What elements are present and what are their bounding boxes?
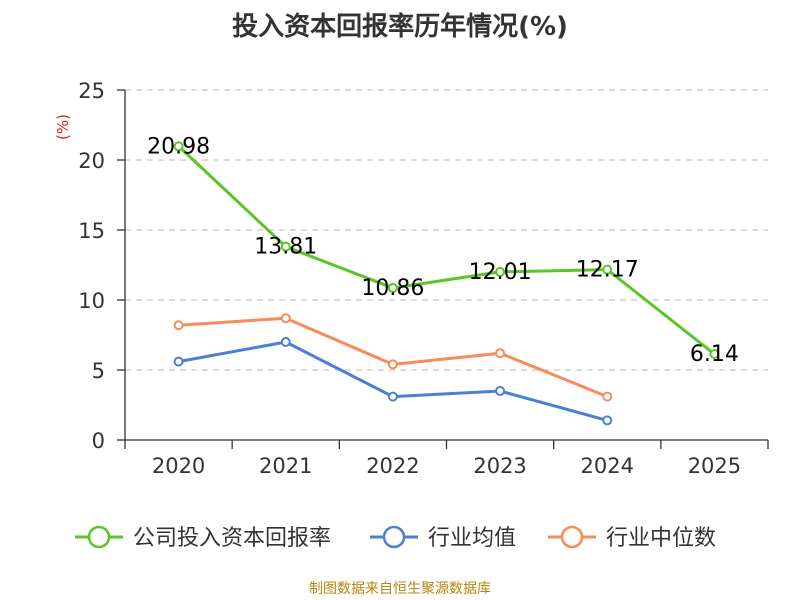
y-tick-label: 15 — [78, 219, 105, 243]
data-point — [387, 359, 398, 370]
data-point — [280, 241, 291, 252]
y-axis-unit: (%) — [54, 114, 72, 140]
data-point — [602, 415, 613, 426]
legend-marker-0 — [87, 525, 111, 549]
series-line-0 — [177, 145, 716, 356]
data-point — [387, 391, 398, 402]
legend-label-1: 行业均值 — [428, 526, 516, 551]
data-point — [602, 264, 613, 275]
x-tick-label: 2023 — [473, 454, 526, 478]
y-tick-label: 0 — [92, 429, 105, 453]
y-tick-label: 25 — [78, 79, 105, 103]
data-point — [709, 349, 720, 360]
y-tick-label: 10 — [78, 289, 105, 313]
data-point — [495, 348, 506, 359]
x-tick-label: 2025 — [688, 454, 741, 478]
data-source-note: 制图数据来自恒生聚源数据库 — [309, 581, 491, 597]
series-line-1 — [178, 340, 608, 422]
data-point — [173, 320, 184, 331]
data-label: 13.81 — [254, 235, 317, 260]
data-point — [495, 266, 506, 277]
chart-title: 投入资本回报率历年情况(%) — [232, 12, 568, 42]
y-tick-label: 5 — [92, 359, 105, 383]
series-line-2 — [178, 316, 608, 398]
data-label: 12.17 — [576, 258, 639, 283]
data-labels: 20.98 13.81 10.86 12.01 12.17 6.14 — [147, 134, 739, 367]
legend-marker-2 — [560, 525, 584, 549]
x-tick-label: 2024 — [581, 454, 634, 478]
legend-label-0: 公司投入资本回报率 — [133, 526, 331, 551]
data-label: 12.01 — [469, 260, 532, 285]
data-label: 6.14 — [690, 342, 739, 367]
legend: 公司投入资本回报率 行业均值 行业中位数 — [75, 525, 716, 551]
legend-marker-1 — [382, 525, 406, 549]
data-point — [280, 313, 291, 324]
data-point — [602, 391, 613, 402]
data-point — [280, 337, 291, 347]
gridlines — [125, 89, 768, 371]
legend-label-2: 行业中位数 — [606, 526, 716, 551]
data-point — [387, 282, 398, 293]
data-label: 10.86 — [361, 276, 424, 301]
x-tick-label: 2021 — [259, 454, 312, 478]
data-point — [495, 386, 506, 396]
x-tick-label: 2020 — [152, 454, 205, 478]
series-lines — [173, 141, 720, 426]
x-tick-label: 2022 — [366, 454, 419, 478]
data-point — [173, 356, 184, 367]
data-label: 20.98 — [147, 134, 210, 159]
data-point — [173, 141, 184, 152]
y-tick-label: 20 — [78, 149, 105, 173]
